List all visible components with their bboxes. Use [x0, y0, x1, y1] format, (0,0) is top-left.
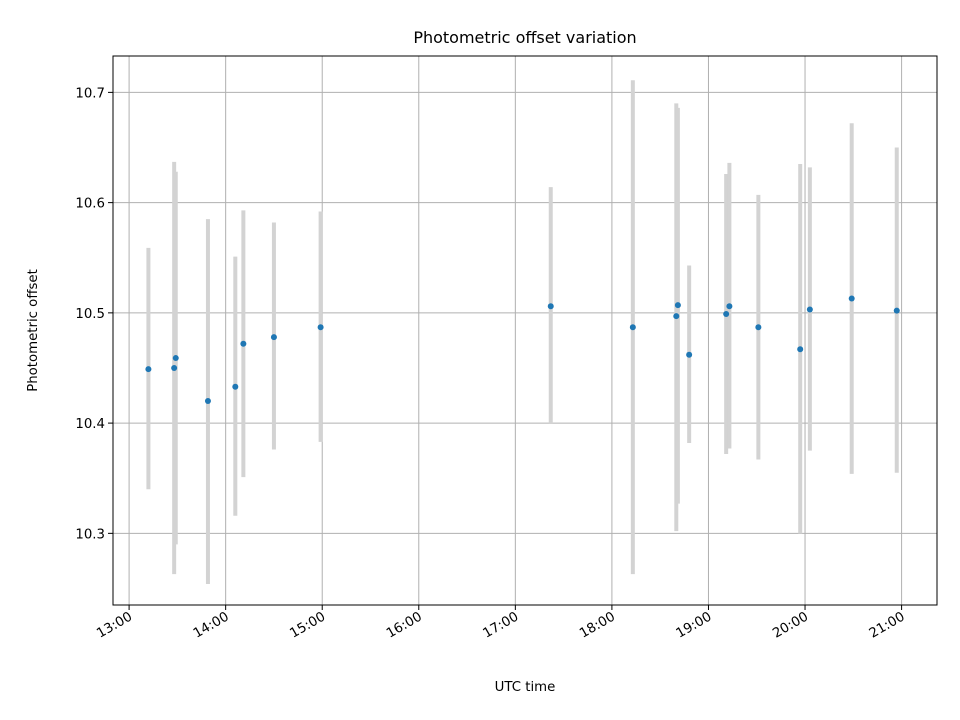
data-point [723, 310, 730, 317]
data-point [797, 346, 804, 353]
data-point [806, 306, 813, 313]
y-tick-label: 10.4 [75, 417, 105, 432]
data-point [674, 302, 681, 309]
plot-frame [112, 55, 938, 606]
data-point [204, 398, 211, 405]
data-point [848, 295, 855, 302]
y-tick-label: 10.5 [75, 307, 105, 322]
data-point [270, 334, 277, 341]
y-tick-label: 10.3 [75, 527, 105, 542]
y-tick-label: 10.7 [75, 86, 105, 101]
data-point [726, 303, 733, 310]
data-point [232, 383, 239, 390]
data-point [673, 313, 680, 320]
data-point [172, 355, 179, 362]
data-point [629, 324, 636, 331]
data-point [240, 340, 247, 347]
y-axis-label: Photometric offset [26, 269, 41, 392]
data-point [686, 351, 693, 358]
data-point [317, 324, 324, 331]
data-point [547, 303, 554, 310]
data-point [171, 364, 178, 371]
data-points [145, 295, 900, 405]
y-tick-label: 10.6 [75, 197, 105, 212]
chart-title: Photometric offset variation [413, 28, 636, 47]
data-point [145, 366, 152, 373]
y-axis-ticks: 10.3 10.4 10.5 10.6 10.7 [75, 86, 113, 542]
data-point [755, 324, 762, 331]
data-point [893, 307, 900, 314]
x-axis-label: UTC time [495, 680, 556, 695]
